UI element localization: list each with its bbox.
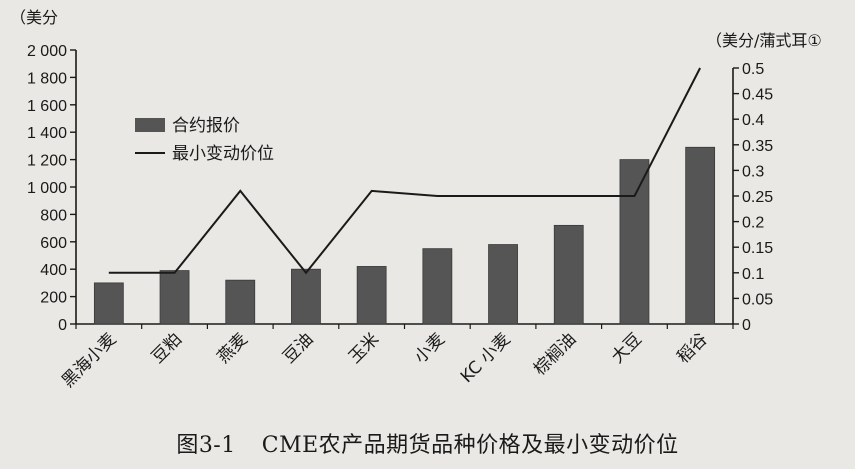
legend-bar-label: 合约报价	[172, 116, 240, 136]
left-tick-label: 1 800	[27, 70, 67, 87]
category-labels: 黑海小麦 豆粕 燕麦 豆油 玉米 小麦 KC 小麦 棕榈油 大豆 稻谷	[58, 329, 712, 391]
left-tick-label: 400	[40, 262, 67, 279]
left-tick-label: 1 600	[27, 98, 67, 115]
bar-2	[159, 270, 190, 325]
left-tick-label: 1 400	[27, 125, 67, 142]
right-tick-label: 0	[742, 317, 751, 334]
category-label: 黑海小麦	[58, 329, 120, 391]
category-label: 豆粕	[148, 329, 186, 367]
left-tick-label: 800	[40, 207, 67, 224]
legend-bar-swatch	[135, 118, 165, 132]
right-tick-label: 0.5	[742, 61, 764, 78]
right-tick-label: 0.15	[742, 240, 773, 257]
right-tick-label: 0.4	[742, 112, 764, 129]
bar-9	[619, 159, 650, 325]
legend: 合约报价 最小变动价位	[135, 116, 274, 164]
left-tick-label: 1 200	[27, 153, 67, 170]
bar-3	[225, 279, 256, 325]
category-label: 小麦	[411, 329, 449, 367]
bar-7	[488, 244, 518, 325]
left-axis-group: （美分 0 200 400 600 800 1 000 1 200 1 400 1 600 1 8…	[10, 8, 77, 334]
right-tick-label: 0.3	[742, 163, 764, 180]
category-label: 豆油	[279, 329, 317, 367]
right-tick-label: 0.45	[742, 87, 773, 104]
category-label: 棕榈油	[530, 329, 580, 379]
right-axis-unit-label: （美分/蒲式耳①	[706, 31, 822, 50]
right-tick-label: 0.05	[742, 291, 773, 308]
left-tick-label: 1 000	[27, 180, 67, 197]
bar-1	[93, 282, 124, 325]
bar-4	[291, 268, 321, 325]
chart: （美分 0 200 400 600 800 1 000 1 200 1 400 1 600 1 8…	[10, 8, 822, 392]
figure-caption: 图3-1 CME农产品期货品种价格及最小变动价位	[0, 427, 855, 459]
right-tick-label: 0.1	[742, 266, 764, 283]
bar-8	[553, 224, 584, 325]
legend-line-label: 最小变动价位	[172, 144, 274, 164]
left-tick-label: 200	[40, 290, 67, 307]
category-label: 稻谷	[674, 329, 712, 367]
left-axis-ticks: 0 200 400 600 800 1 000 1 200 1 400 1 600 1 800 2 …	[27, 43, 76, 334]
right-tick-label: 0.2	[742, 215, 764, 232]
category-label: KC 小麦	[457, 329, 515, 387]
bar-10	[685, 146, 716, 325]
left-tick-label: 0	[58, 317, 67, 334]
right-tick-label: 0.35	[742, 138, 773, 155]
category-label: 燕麦	[214, 329, 252, 367]
right-tick-label: 0.25	[742, 189, 773, 206]
line-series	[108, 67, 701, 275]
left-axis-unit-label: （美分	[10, 8, 58, 27]
right-axis-group: （美分/蒲式耳① 0 0.05 0.1 0.15 0.2 0.25 0.3 0.35 0.4 0.…	[706, 31, 822, 334]
category-label: 玉米	[345, 329, 383, 367]
bar-series	[93, 146, 716, 325]
left-tick-label: 2 000	[27, 43, 67, 60]
bar-6	[422, 248, 453, 325]
figure-title: CME农产品期货品种价格及最小变动价位	[261, 433, 679, 458]
bar-5	[356, 266, 387, 325]
left-tick-label: 600	[40, 235, 67, 252]
figure-number: 图3-1	[176, 433, 236, 458]
category-label: 大豆	[608, 329, 646, 367]
right-axis-ticks: 0 0.05 0.1 0.15 0.2 0.25 0.3 0.35 0.4 0.45 0.5	[733, 61, 773, 334]
